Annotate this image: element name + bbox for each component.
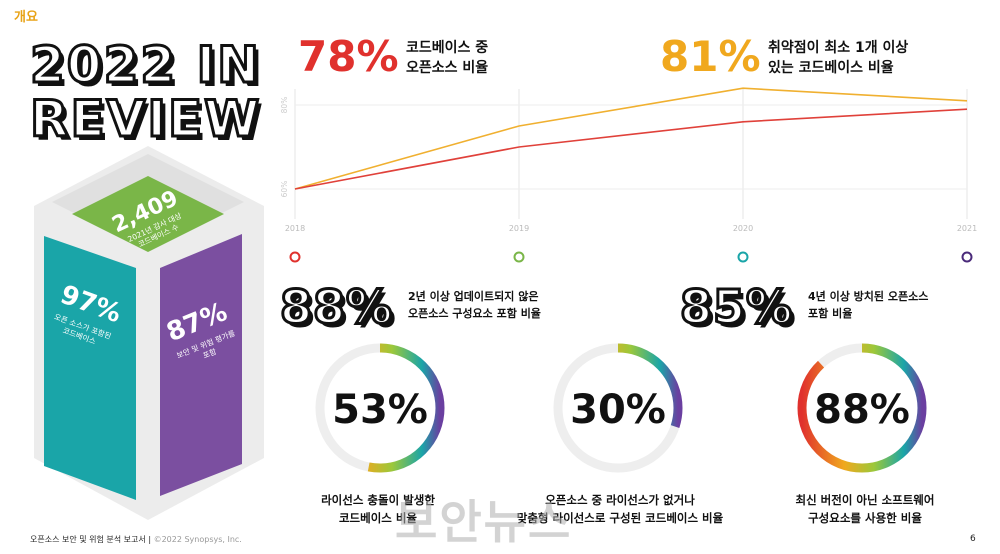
stat-78-line2: 오픈소스 비율 — [406, 60, 489, 77]
stat-88-desc: 2년 이상 업데이트되지 않은 오픈소스 구성요소 포함 비율 — [408, 288, 541, 322]
y-tick-label: 60% — [280, 181, 289, 198]
donut-value-text: 53% — [332, 387, 428, 433]
stat-78-desc: 코드베이스 중 오픈소스 비율 — [406, 38, 488, 79]
footer-report-name: 오픈소스 보안 및 위험 분석 보고서 — [30, 535, 146, 544]
stat-85-line2: 포함 비율 — [808, 307, 853, 321]
x-tick-label: 2019 — [509, 224, 529, 233]
donut-2-line1: 오픈소스 중 라이선스가 없거나 — [545, 493, 695, 507]
series-line-1 — [294, 87, 968, 190]
stat-88-line2: 오픈소스 구성요소 포함 비율 — [408, 307, 541, 321]
donut-chart-2: 30% — [553, 343, 683, 473]
donut-3-line1: 최신 버전이 아닌 소프트웨어 — [795, 493, 935, 507]
stat-81-desc: 취약점이 최소 1개 이상 있는 코드베이스 비율 — [768, 38, 908, 79]
stat-85-line1: 4년 이상 방치된 오픈소스 — [808, 290, 929, 303]
page-title-line1: 2022 IN — [28, 36, 262, 94]
footer: 오픈소스 보안 및 위험 분석 보고서 | ©2022 Synopsys, In… — [30, 535, 242, 544]
cube-left-face — [44, 236, 136, 500]
cube-right-face — [160, 234, 242, 496]
section-label: 개요 — [14, 10, 38, 25]
timeline-marker — [737, 251, 749, 263]
x-tick-label: 2018 — [285, 224, 305, 233]
stat-88-line1: 2년 이상 업데이트되지 않은 — [408, 290, 539, 303]
donut-row: 53% 30% 88% — [315, 343, 927, 473]
donut-1-line2: 코드베이스 비율 — [338, 510, 418, 525]
stat-81-line1: 취약점이 최소 1개 이상 — [768, 40, 909, 56]
donut-2-line2: 맞춤형 라이선스로 구성된 코드베이스 비율 — [516, 510, 724, 525]
stat-88-value: 88% — [278, 280, 394, 334]
donut-value-text: 88% — [814, 387, 910, 433]
cube-graphic: 2,409 2021년 감사 대상 코드베이스 수 97% 오픈 소스가 포함된… — [34, 146, 264, 520]
footer-copyright: ©2022 Synopsys, Inc. — [153, 535, 242, 544]
donut-2-label: 오픈소스 중 라이선스가 없거나 맞춤형 라이선스로 구성된 코드베이스 비율 — [510, 492, 730, 528]
timeline-marker — [513, 251, 525, 263]
page-title-line2: REVIEW — [28, 90, 262, 148]
stat-81-value: 81% — [660, 32, 761, 81]
watermark: 보안뉴스 — [395, 495, 573, 549]
donut-1-line1: 라이선스 충돌이 발생한 — [321, 493, 435, 507]
y-tick-label: 80% — [280, 97, 289, 114]
stat-78-line1: 코드베이스 중 — [406, 40, 489, 56]
cube-top-face — [72, 176, 224, 252]
stat-81-line2: 있는 코드베이스 비율 — [768, 60, 894, 77]
donut-value-text: 30% — [570, 387, 666, 433]
donut-3-label: 최신 버전이 아닌 소프트웨어 구성요소를 사용한 비율 — [755, 492, 975, 528]
timeline-marker — [289, 251, 301, 263]
donut-chart-3: 88% — [797, 343, 927, 473]
series-line-2 — [294, 108, 968, 190]
line-chart: 2018 2019 2020 2021 60% 80% — [280, 87, 977, 263]
stat-85-desc: 4년 이상 방치된 오픈소스 포함 비율 — [808, 288, 928, 322]
page-number: 6 — [970, 534, 976, 544]
donut-value-arc — [553, 343, 683, 473]
donut-3-line2: 구성요소를 사용한 비율 — [808, 510, 922, 525]
timeline-marker — [961, 251, 973, 263]
stat-85-value: 85% — [678, 280, 794, 334]
x-tick-label: 2021 — [957, 224, 977, 233]
stat-78-value: 78% — [298, 32, 399, 81]
donut-1-label: 라이선스 충돌이 발생한 코드베이스 비율 — [268, 492, 488, 528]
donut-value-arc — [797, 343, 927, 473]
donut-value-arc — [315, 343, 445, 473]
x-tick-label: 2020 — [733, 224, 753, 233]
donut-chart-1: 53% — [315, 343, 445, 473]
